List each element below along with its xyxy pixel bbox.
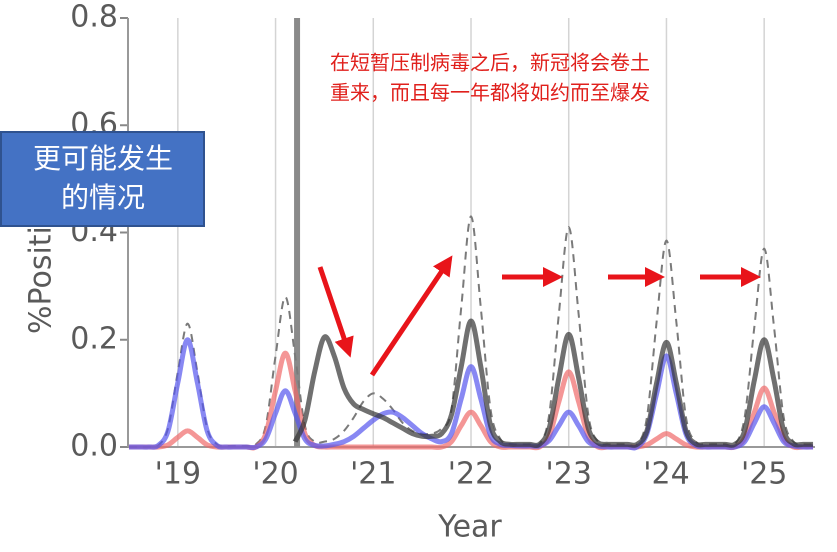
arrow <box>317 266 354 358</box>
callout-text: 的情况 <box>61 181 145 214</box>
x-tick-label: '19 <box>155 457 201 492</box>
callout-text: 更可能发生 <box>33 142 173 175</box>
x-tick-label: '20 <box>252 457 298 492</box>
callout-box <box>0 131 205 227</box>
x-tick-label: '21 <box>350 457 396 492</box>
arrow <box>369 255 453 377</box>
annotation: 重来，而且每一年都将如约而至爆发 <box>330 81 650 105</box>
x-tick-label: '23 <box>546 457 592 492</box>
x-tick-label: '22 <box>448 457 494 492</box>
plot-area: '19'20'21'22'23'24'250.00.20.40.60.8 <box>70 0 815 492</box>
y-tick-label: 0.0 <box>70 429 118 464</box>
x-tick-label: '25 <box>741 457 787 492</box>
y-tick-label: 0.2 <box>70 321 118 356</box>
series-line <box>292 318 814 448</box>
annotation: 在短暂压制病毒之后，新冠将会卷土 <box>330 51 650 75</box>
x-tick-label: '24 <box>643 457 689 492</box>
arrows <box>317 255 761 377</box>
x-axis-label: Year <box>437 510 502 545</box>
y-tick-label: 0.8 <box>70 0 118 35</box>
